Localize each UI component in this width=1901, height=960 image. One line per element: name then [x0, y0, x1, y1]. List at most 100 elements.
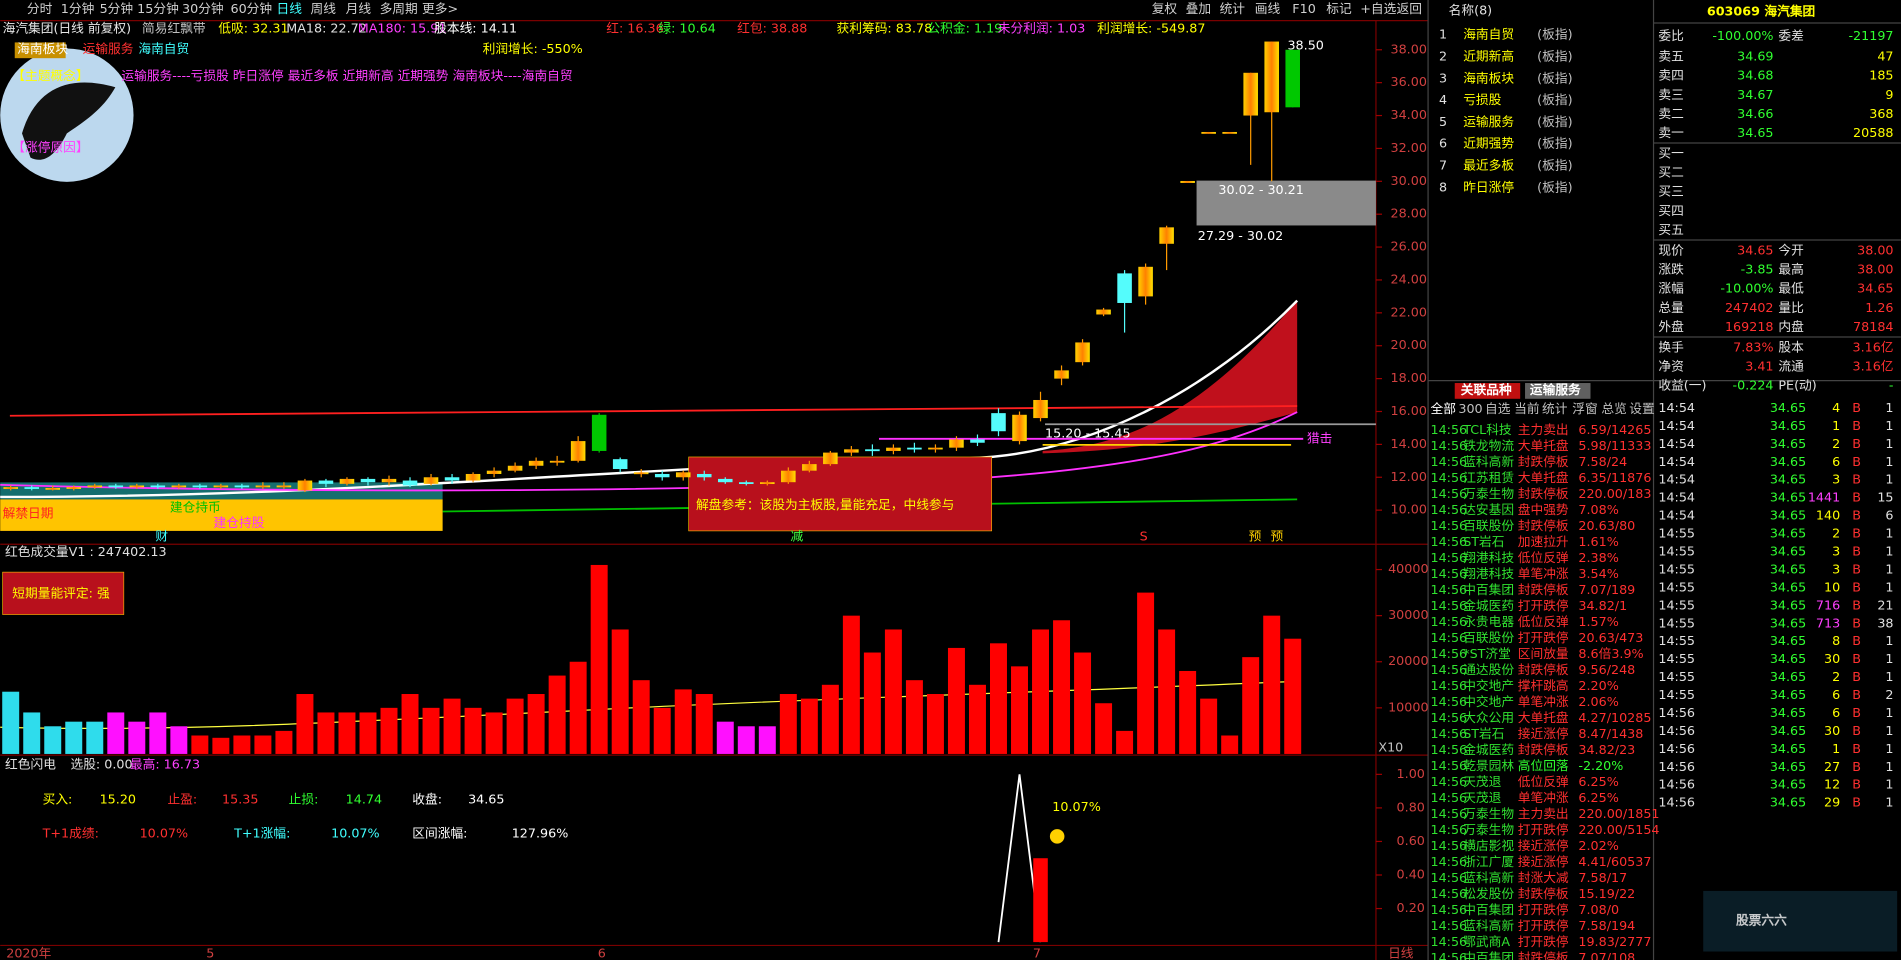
subtab[interactable]: 统计 — [1542, 401, 1568, 416]
tick-volume: 4 — [1832, 400, 1840, 415]
news-stock[interactable]: 中百集团 — [1463, 950, 1514, 960]
tick-price: 34.65 — [1770, 687, 1806, 702]
chart-annotation: 解禁日期 — [3, 505, 54, 520]
subtab[interactable]: 总览 — [1601, 401, 1626, 416]
period-tab[interactable]: 周线 — [311, 1, 337, 16]
candle-body — [633, 472, 649, 475]
tool-button[interactable]: 叠加 — [1186, 1, 1211, 16]
candle-body — [1033, 399, 1048, 419]
sector-name[interactable]: 近期强势 — [1463, 136, 1514, 151]
news-stock[interactable]: 乾景园林 — [1463, 758, 1514, 773]
quote-value: -21197 — [1848, 28, 1893, 43]
news-stock[interactable]: 百联股份 — [1463, 630, 1514, 645]
period-tab[interactable]: 日线 — [277, 1, 303, 16]
news-stock[interactable]: 松发股份 — [1463, 886, 1514, 901]
sector-name[interactable]: 最近多板 — [1463, 158, 1514, 173]
period-tab[interactable]: 30分钟 — [182, 1, 224, 16]
news-stock[interactable]: 铁龙物流 — [1463, 438, 1514, 453]
tab[interactable]: 运输服务 — [1530, 382, 1581, 397]
tool-button[interactable]: F10 — [1292, 1, 1315, 16]
news-stock[interactable]: 百联股份 — [1463, 518, 1514, 533]
tick-volume: 1 — [1832, 418, 1840, 433]
news-stock[interactable]: 天茂退 — [1463, 790, 1501, 805]
tool-button[interactable]: 画线 — [1255, 1, 1281, 16]
news-stock[interactable]: 通达股份 — [1463, 662, 1514, 677]
subtab[interactable]: 当前 — [1514, 401, 1540, 416]
news-stock[interactable]: 翔港科技 — [1463, 550, 1514, 565]
news-value: 8.6倍3.9% — [1578, 646, 1643, 661]
news-stock[interactable]: 中百集团 — [1463, 582, 1514, 597]
sector-name[interactable]: 亏损股 — [1463, 92, 1501, 107]
candle-body — [465, 473, 481, 481]
news-stock[interactable]: 万泰生物 — [1463, 486, 1514, 501]
quote-value: -10.00% — [1720, 281, 1773, 296]
period-tab[interactable]: 15分钟 — [137, 1, 179, 16]
subtab[interactable]: 全部 — [1431, 401, 1457, 416]
sector-type: (板指) — [1537, 114, 1572, 129]
subtab[interactable]: 设置 — [1629, 401, 1655, 416]
sector-name[interactable]: 海南自贸 — [1463, 27, 1514, 42]
tool-button[interactable]: 标记 — [1326, 1, 1352, 16]
tool-button[interactable]: +自选 — [1360, 1, 1396, 16]
subtab[interactable]: 浮窗 — [1572, 401, 1597, 416]
news-stock[interactable]: 天茂退 — [1463, 774, 1501, 789]
tick-count: 1 — [1885, 723, 1893, 738]
news-stock[interactable]: 蓝科高新 — [1463, 918, 1514, 933]
news-stock[interactable]: 江苏租赁 — [1463, 470, 1514, 485]
candle-body — [171, 485, 187, 488]
news-event: 低位反弹 — [1518, 614, 1569, 629]
tick-price: 34.65 — [1770, 597, 1806, 612]
period-tab[interactable]: 60分钟 — [231, 1, 273, 16]
period-tab[interactable]: 5分钟 — [100, 1, 134, 16]
subtab[interactable]: 300 — [1458, 401, 1482, 416]
period-tab[interactable]: 分时 — [27, 1, 53, 16]
period-tab[interactable]: 更多> — [422, 1, 458, 16]
news-stock[interactable]: 中交地产 — [1463, 694, 1514, 709]
news-stock[interactable]: *ST济堂 — [1463, 646, 1511, 661]
period-tab[interactable]: 多周期 — [380, 1, 418, 16]
subtab[interactable]: 自选 — [1485, 401, 1511, 416]
candle-body — [1180, 180, 1195, 183]
sector-name[interactable]: 近期新高 — [1463, 48, 1514, 63]
news-stock[interactable]: 蓝科高新 — [1463, 870, 1514, 885]
sector-name[interactable]: 昨日涨停 — [1463, 179, 1514, 194]
period-tab[interactable]: 1分钟 — [61, 1, 95, 16]
news-value: 19.83/2777 — [1578, 934, 1651, 949]
candle-body — [907, 447, 922, 450]
news-stock[interactable]: TCL科技 — [1462, 422, 1512, 437]
news-time: 14:56 — [1431, 806, 1468, 821]
chart-annotation: S — [1140, 528, 1148, 543]
news-stock[interactable]: 金城医药 — [1463, 742, 1514, 757]
tool-button[interactable]: 返回 — [1397, 1, 1422, 16]
news-stock[interactable]: 大众公用 — [1463, 710, 1514, 725]
news-stock[interactable]: 翔港科技 — [1463, 566, 1514, 581]
tool-button[interactable]: 统计 — [1220, 1, 1246, 16]
news-stock[interactable]: ST岩石 — [1463, 726, 1504, 741]
quote-label: 外盘 — [1658, 319, 1684, 334]
period-tab[interactable]: 月线 — [346, 1, 372, 16]
news-stock[interactable]: 蓝科高新 — [1463, 454, 1514, 469]
news-stock[interactable]: 达安基因 — [1463, 502, 1514, 517]
news-stock[interactable]: 浙江广厦 — [1463, 854, 1514, 869]
news-stock[interactable]: 中百集团 — [1463, 902, 1514, 917]
news-stock[interactable]: 金城医药 — [1463, 598, 1514, 613]
trade-stat: T+1涨幅: — [233, 825, 290, 840]
news-stock[interactable]: 万泰生物 — [1463, 822, 1514, 837]
tick-side: B — [1852, 741, 1861, 756]
news-stock[interactable]: 万泰生物 — [1463, 806, 1514, 821]
sector-name[interactable]: 运输服务 — [1463, 114, 1514, 129]
tick-price: 34.65 — [1770, 508, 1806, 523]
indicator-value: MA180: 15.91 — [358, 21, 447, 36]
news-stock[interactable]: 永贵电器 — [1463, 614, 1514, 629]
news-stock[interactable]: ST岩石 — [1463, 534, 1504, 549]
tick-volume: 30 — [1824, 723, 1840, 738]
news-stock[interactable]: 鄂武商A — [1463, 934, 1510, 949]
news-stock[interactable]: 中交地产 — [1463, 678, 1514, 693]
news-stock[interactable]: 横店影视 — [1463, 838, 1514, 853]
sector-name[interactable]: 海南板块 — [1463, 70, 1514, 85]
candle-body — [949, 439, 964, 448]
tab[interactable]: 关联品种 — [1461, 382, 1512, 397]
tool-button[interactable]: 复权 — [1152, 1, 1178, 16]
quote-value: 3.41 — [1745, 359, 1773, 374]
